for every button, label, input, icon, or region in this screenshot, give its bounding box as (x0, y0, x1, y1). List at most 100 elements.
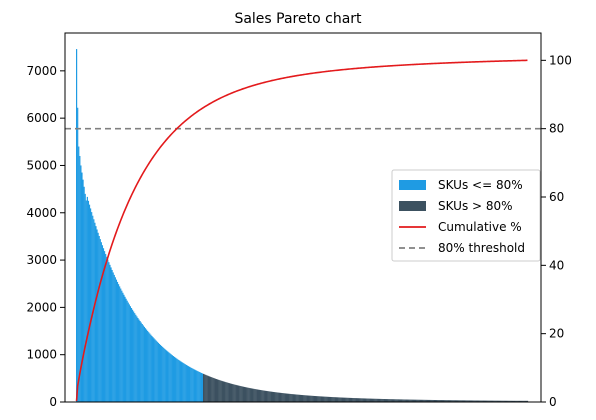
bar-sku-top (142, 325, 144, 402)
bar-sku-rest (300, 394, 303, 402)
bar-sku-rest (305, 395, 307, 402)
bar-sku-rest (504, 400, 506, 402)
legend-swatch (399, 201, 426, 211)
bar-sku-rest (355, 398, 358, 402)
bar-sku-rest (393, 399, 395, 402)
bar-sku-top (179, 360, 181, 402)
bar-sku-rest (494, 400, 496, 402)
bar-sku-rest (246, 387, 248, 402)
bar-sku-rest (453, 400, 455, 402)
bar-sku-rest (336, 397, 338, 402)
bar-sku-top (124, 296, 126, 402)
bar-sku-rest (352, 398, 354, 402)
bar-sku-top (143, 326, 145, 402)
bar-sku-rest (328, 396, 331, 402)
bar-sku-top (117, 284, 120, 402)
bar-sku-rest (437, 400, 439, 402)
bar-sku-rest (486, 400, 488, 402)
bar-sku-top (97, 232, 99, 402)
bar-sku-rest (282, 393, 284, 402)
bar-sku-rest (500, 400, 502, 402)
bar-sku-rest (319, 396, 321, 402)
bar-sku-rest (247, 387, 249, 402)
bar-sku-rest (482, 400, 484, 402)
bar-sku-top (155, 340, 157, 402)
bar-sku-top (152, 337, 154, 402)
left-axis-label: 0 (49, 395, 57, 409)
bar-sku-rest (384, 399, 387, 402)
bar-sku-rest (367, 398, 369, 402)
bar-sku-rest (274, 392, 276, 402)
bar-sku-top (162, 346, 164, 402)
bar-sku-rest (243, 386, 246, 402)
bar-sku-rest (395, 399, 397, 402)
bar-sku-rest (506, 400, 508, 402)
bar-sku-rest (342, 397, 345, 402)
bar-sku-top (112, 272, 114, 402)
bar-sku-rest (223, 381, 225, 402)
bar-sku-rest (469, 400, 472, 402)
bar-sku-top (105, 253, 107, 402)
bar-sku-rest (484, 400, 487, 402)
bar-sku-rest (248, 387, 250, 402)
bar-sku-rest (491, 400, 493, 402)
bar-sku-top (172, 356, 175, 402)
bar-sku-rest (292, 394, 294, 402)
bar-sku-rest (233, 384, 235, 402)
bar-sku-top (140, 322, 142, 402)
bar-sku-rest (476, 400, 478, 402)
bar-sku-top (196, 370, 198, 402)
bar-sku-rest (291, 394, 293, 402)
bar-sku-rest (265, 390, 267, 402)
bar-sku-rest (402, 399, 404, 402)
bar-sku-rest (339, 397, 341, 402)
bar-sku-top (107, 259, 109, 402)
bar-sku-rest (416, 399, 418, 402)
bar-sku-rest (408, 399, 410, 402)
bar-sku-top (194, 369, 196, 402)
bar-sku-top (151, 335, 153, 402)
bar-sku-top (121, 290, 123, 402)
bar-sku-top (184, 364, 186, 402)
bar-sku-rest (334, 397, 336, 402)
bar-sku-rest (229, 383, 232, 402)
bar-sku-top (83, 186, 85, 402)
bar-sku-rest (302, 395, 304, 402)
bar-sku-top (153, 338, 155, 402)
bar-sku-rest (498, 400, 501, 402)
bar-sku-rest (244, 387, 247, 402)
bar-sku-rest (216, 379, 219, 402)
bar-sku-rest (433, 399, 435, 402)
bar-sku-rest (503, 400, 505, 402)
bar-sku-rest (523, 400, 525, 402)
bar-sku-rest (313, 395, 316, 402)
bar-sku-rest (448, 400, 450, 402)
bar-sku-rest (480, 400, 482, 402)
left-axis-label: 6000 (26, 111, 57, 125)
bar-sku-rest (391, 399, 393, 402)
bar-sku-top (119, 286, 121, 402)
bar-sku-rest (226, 382, 228, 402)
bar-sku-top (100, 242, 102, 402)
bar-sku-rest (307, 395, 309, 402)
bar-sku-rest (220, 380, 222, 402)
bar-sku-top (131, 309, 134, 402)
bar-sku-rest (318, 396, 320, 402)
bar-sku-top (133, 311, 135, 402)
bar-sku-top (199, 372, 201, 402)
legend-box (391, 169, 541, 262)
bar-sku-top (173, 356, 176, 402)
bar-sku-top (147, 330, 149, 402)
bar-sku-rest (410, 399, 412, 402)
bar-sku-top (156, 341, 158, 402)
bar-sku-rest (389, 399, 391, 402)
bar-sku-rest (392, 399, 394, 402)
bar-sku-rest (424, 399, 426, 402)
bar-sku-rest (488, 400, 490, 402)
bar-sku-rest (516, 400, 518, 402)
bar-sku-rest (205, 374, 207, 402)
bar-sku-rest (515, 400, 517, 402)
bar-sku-top (101, 245, 104, 402)
bar-sku-rest (450, 400, 452, 402)
right-axis-label: 100 (549, 53, 572, 67)
